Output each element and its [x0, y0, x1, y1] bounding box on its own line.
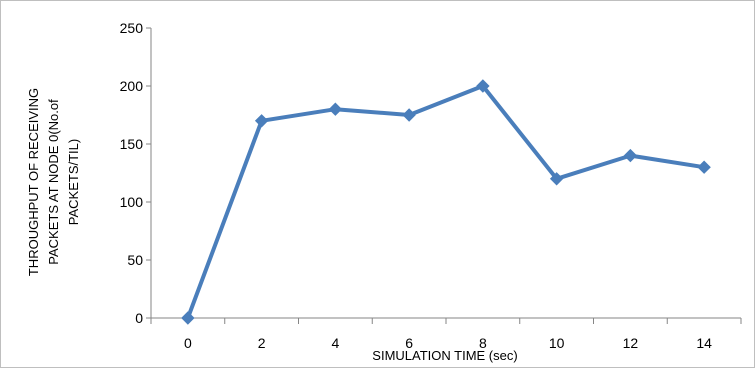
- y-tick-label: 250: [120, 20, 144, 36]
- data-point: [402, 108, 416, 122]
- x-tick-label: 2: [258, 335, 266, 351]
- y-tick-label: 200: [120, 78, 144, 94]
- series-line: [185, 84, 707, 320]
- data-point: [549, 172, 564, 186]
- data-point: [697, 160, 711, 174]
- x-tick-label: 6: [405, 335, 413, 351]
- data-point: [476, 79, 490, 93]
- y-axis-title-line-1: THROUGHPUT OF RECEIVING: [26, 88, 41, 276]
- y-axis-title-line-2: PACKETS AT NODE 0(No.of: [46, 99, 61, 265]
- y-tick-label: 50: [127, 252, 143, 268]
- y-tick-label: 150: [120, 136, 144, 152]
- data-point: [328, 102, 343, 116]
- y-axis-title: THROUGHPUT OF RECEIVING PACKETS AT NODE …: [26, 88, 81, 276]
- x-tick-label: 14: [696, 335, 712, 351]
- x-tick-label: 4: [331, 335, 339, 351]
- y-tick-label: 0: [135, 310, 143, 326]
- data-point: [181, 311, 195, 325]
- x-tick-label: 12: [623, 335, 639, 351]
- data-point: [623, 148, 638, 163]
- x-tick-label: 8: [479, 335, 487, 351]
- y-axis-title-line-3: PACKETS/TIL): [66, 139, 81, 225]
- x-axis-title: SIMULATION TIME (sec): [372, 348, 517, 363]
- data-point: [254, 114, 269, 128]
- y-tick-label: 100: [120, 194, 144, 210]
- x-tick-label: 0: [184, 335, 192, 351]
- x-tick-label: 10: [549, 335, 565, 351]
